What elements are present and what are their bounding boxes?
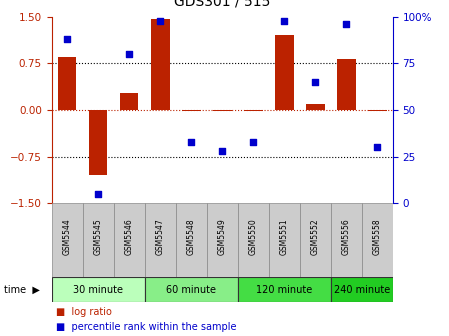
Text: time  ▶: time ▶ <box>4 285 40 295</box>
Point <box>281 18 288 23</box>
Bar <box>83 203 114 277</box>
Bar <box>120 93 138 110</box>
Text: ■  percentile rank within the sample: ■ percentile rank within the sample <box>56 322 237 332</box>
Point <box>64 37 71 42</box>
Bar <box>269 203 300 277</box>
Text: 30 minute: 30 minute <box>73 285 123 295</box>
Text: GSM5545: GSM5545 <box>94 218 103 255</box>
Point <box>188 139 195 144</box>
Point <box>374 145 381 150</box>
Bar <box>275 36 294 110</box>
Text: GSM5552: GSM5552 <box>311 218 320 255</box>
Point <box>343 22 350 27</box>
Bar <box>337 59 356 110</box>
Bar <box>331 277 393 302</box>
Point <box>95 191 102 197</box>
Bar <box>145 277 238 302</box>
Text: GSM5551: GSM5551 <box>280 218 289 255</box>
Text: GSM5544: GSM5544 <box>63 218 72 255</box>
Bar <box>52 277 145 302</box>
Text: GSM5556: GSM5556 <box>342 218 351 255</box>
Bar <box>368 110 387 111</box>
Point <box>219 149 226 154</box>
Bar <box>58 57 76 110</box>
Text: GSM5547: GSM5547 <box>156 218 165 255</box>
Bar <box>362 203 393 277</box>
Bar <box>306 104 325 110</box>
Bar <box>213 110 232 111</box>
Point <box>157 18 164 23</box>
Text: 240 minute: 240 minute <box>334 285 390 295</box>
Text: GSM5549: GSM5549 <box>218 218 227 255</box>
Bar <box>207 203 238 277</box>
Point <box>250 139 257 144</box>
Bar <box>238 277 331 302</box>
Text: GSM5558: GSM5558 <box>373 218 382 255</box>
Text: GSM5550: GSM5550 <box>249 218 258 255</box>
Bar <box>114 203 145 277</box>
Bar <box>244 110 263 111</box>
Bar <box>176 203 207 277</box>
Text: GSM5546: GSM5546 <box>125 218 134 255</box>
Text: GSM5548: GSM5548 <box>187 218 196 255</box>
Point <box>126 51 133 57</box>
Text: 120 minute: 120 minute <box>256 285 313 295</box>
Text: ■  log ratio: ■ log ratio <box>56 307 112 317</box>
Bar <box>238 203 269 277</box>
Bar <box>182 110 201 111</box>
Text: GDS301 / 515: GDS301 / 515 <box>174 0 270 8</box>
Bar <box>52 203 83 277</box>
Bar <box>151 19 170 110</box>
Bar <box>300 203 331 277</box>
Bar <box>145 203 176 277</box>
Bar <box>331 203 362 277</box>
Point <box>312 79 319 85</box>
Bar <box>89 110 107 175</box>
Text: 60 minute: 60 minute <box>166 285 216 295</box>
